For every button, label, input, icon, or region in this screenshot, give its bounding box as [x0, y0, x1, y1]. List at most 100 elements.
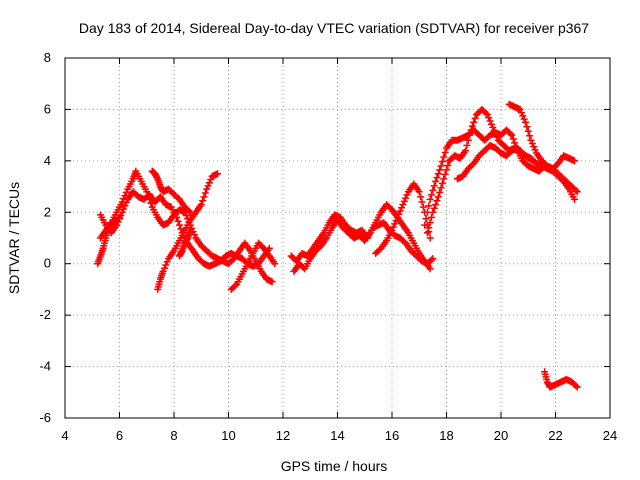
data-point: [392, 217, 400, 225]
data-point: [182, 212, 190, 219]
data-point: [438, 158, 446, 165]
data-point: [430, 182, 438, 190]
data-point: [429, 186, 437, 194]
data-point: [118, 198, 126, 206]
data-point: [440, 175, 448, 183]
data-point: [419, 203, 427, 211]
data-point: [485, 114, 493, 122]
data-point: [527, 136, 535, 144]
data-point: [203, 185, 211, 193]
data-point: [516, 105, 524, 113]
data-point: [531, 146, 539, 154]
data-point: [523, 123, 531, 131]
data-point: [483, 111, 491, 119]
data-point: [197, 201, 205, 209]
data-point: [114, 215, 122, 223]
data-point: [467, 126, 475, 134]
x-tick-label: 12: [276, 428, 290, 443]
y-tick-label: -4: [39, 359, 51, 374]
series-track-i: [290, 201, 434, 275]
y-tick-label: 4: [44, 153, 51, 168]
series-track-n: [505, 100, 579, 173]
data-point: [205, 179, 213, 187]
y-tick-label: 8: [44, 50, 51, 65]
data-point: [430, 204, 438, 212]
data-point: [415, 188, 423, 196]
data-point: [492, 130, 500, 138]
data-point: [441, 170, 449, 178]
data-point: [441, 149, 449, 156]
data-point: [438, 179, 446, 187]
data-point: [421, 221, 429, 229]
data-point: [177, 225, 185, 233]
data-point: [231, 282, 239, 290]
y-tick-label: -6: [39, 410, 51, 425]
data-point: [507, 130, 515, 138]
series-track-j: [372, 180, 434, 257]
data-point: [143, 188, 151, 196]
data-point: [160, 264, 168, 272]
data-point: [425, 224, 433, 232]
data-point: [186, 226, 194, 234]
data-point: [462, 147, 470, 155]
chart-title: Day 183 of 2014, Sidereal Day-to-day VTE…: [79, 20, 589, 36]
data-point: [204, 182, 212, 190]
x-tick-label: 16: [385, 428, 399, 443]
data-point: [145, 195, 153, 203]
data-point: [470, 118, 478, 126]
data-point: [437, 162, 445, 170]
data-point: [434, 193, 442, 201]
x-tick-label: 14: [330, 428, 344, 443]
data-point: [418, 198, 426, 206]
series-track-m: [453, 141, 538, 183]
series-track-l: [423, 105, 579, 237]
series-track-g: [227, 239, 279, 293]
data-point: [572, 186, 580, 194]
data-point: [186, 208, 194, 216]
y-tick-label: 0: [44, 256, 51, 271]
x-tick-label: 24: [603, 428, 617, 443]
data-point: [426, 234, 434, 242]
data-point: [159, 267, 167, 275]
data-point: [522, 118, 530, 126]
data-point: [571, 157, 579, 165]
data-point: [268, 278, 276, 286]
data-point: [201, 189, 209, 197]
y-axis-label: SDTVAR / TECUs: [6, 182, 22, 294]
data-point: [433, 174, 441, 182]
data-point: [482, 109, 490, 117]
data-point: [508, 131, 516, 139]
data-point: [200, 193, 208, 201]
data-points: [94, 100, 581, 391]
data-point: [403, 191, 411, 199]
data-point: [417, 193, 425, 201]
data-point: [399, 201, 407, 209]
data-point: [162, 261, 170, 269]
data-point: [428, 191, 436, 199]
data-point: [147, 199, 155, 207]
data-point: [175, 221, 183, 229]
data-point: [437, 184, 445, 192]
data-point: [426, 265, 434, 273]
data-point: [388, 226, 396, 234]
series-track-c: [94, 213, 123, 268]
data-point: [490, 127, 498, 135]
data-point: [528, 140, 536, 147]
x-tick-label: 18: [439, 428, 453, 443]
data-point: [433, 197, 441, 205]
y-tick-label: 2: [44, 204, 51, 219]
data-point: [429, 208, 437, 216]
data-point: [489, 123, 497, 131]
data-point: [389, 223, 397, 231]
data-point: [199, 197, 207, 205]
data-point: [468, 122, 476, 130]
series-track-e: [175, 226, 194, 260]
data-point: [436, 166, 444, 174]
data-point: [122, 188, 130, 196]
x-tick-label: 20: [494, 428, 508, 443]
data-point: [185, 207, 193, 215]
data-point: [463, 141, 471, 149]
data-point: [426, 219, 434, 227]
data-point: [423, 229, 431, 237]
y-tick-label: -2: [39, 307, 51, 322]
